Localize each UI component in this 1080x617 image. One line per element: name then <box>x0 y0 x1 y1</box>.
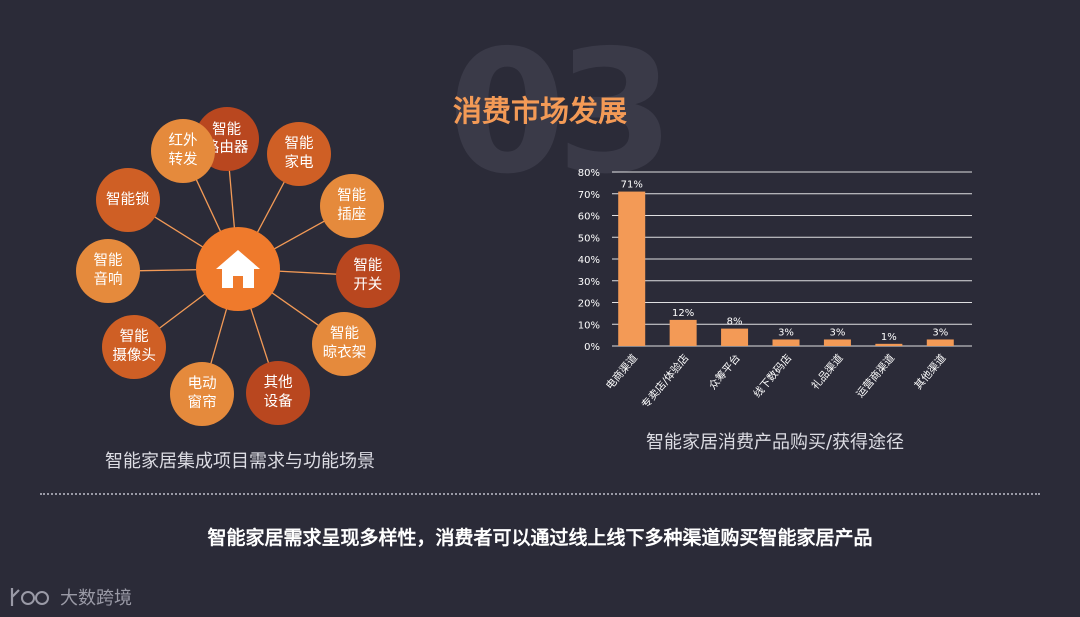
data-label: 71% <box>621 180 643 191</box>
x-tick-label: 其他渠道 <box>912 351 949 392</box>
data-label: 3% <box>778 327 794 338</box>
function-node: 电动 窗帘 <box>170 361 235 426</box>
y-tick-label: 10% <box>578 320 600 331</box>
y-tick-label: 20% <box>578 299 600 310</box>
data-label: 12% <box>672 308 694 319</box>
x-tick-label: 电商渠道 <box>603 351 640 392</box>
chart-title: 智能家居消费产品购买/获得途径 <box>645 432 905 453</box>
hub-home <box>196 227 280 311</box>
bar <box>875 343 903 346</box>
x-tick-label: 运营商渠道 <box>853 351 897 400</box>
x-tick-label: 线下数码店 <box>751 352 795 401</box>
data-label: 1% <box>881 332 897 343</box>
brand-watermark: 大数跨境 <box>8 584 132 610</box>
function-node: 其他 设备 <box>246 360 311 425</box>
y-tick-label: 80% <box>578 168 600 179</box>
y-tick-label: 50% <box>578 233 600 244</box>
data-label: 3% <box>932 327 948 338</box>
function-node: 红外 转发 <box>151 119 216 184</box>
bar <box>823 339 851 346</box>
bar-chart: 0% 10% 20% 30% 40% 50% 60% 70% 80% 71% 电商渠道 12% 专卖店/… <box>578 168 972 411</box>
y-tick-label: 30% <box>578 277 600 288</box>
page-title: 消费市场发展 <box>452 94 627 128</box>
brand-name: 大数跨境 <box>60 588 132 609</box>
bar <box>618 191 646 346</box>
y-tick-label: 60% <box>578 212 600 223</box>
function-node: 智能 插座 <box>319 173 384 238</box>
x-tick-label: 众筹平台 <box>706 352 743 393</box>
function-node: 智能锁 <box>95 168 160 233</box>
data-label: 3% <box>829 327 845 338</box>
y-tick-label: 40% <box>578 255 600 266</box>
k100-logo-icon <box>10 588 49 606</box>
function-node: 智能 音响 <box>76 239 141 304</box>
bar <box>772 339 800 346</box>
section-number-watermark: 03 <box>448 14 675 212</box>
function-node: 智能 摄像头 <box>102 315 167 380</box>
dotted-divider <box>40 493 1040 495</box>
y-tick-label: 0% <box>584 342 600 353</box>
conclusion-text: 智能家居需求呈现多样性，消费者可以通过线上线下多种渠道购买智能家居产品 <box>207 527 873 549</box>
function-node: 智能 开关 <box>335 243 400 308</box>
function-node: 智能 家电 <box>267 122 332 187</box>
x-tick-label: 专卖店/体验店 <box>639 352 692 411</box>
function-node: 智能 晾衣架 <box>312 311 377 376</box>
y-tick-label: 70% <box>578 190 600 201</box>
home-icon <box>216 250 260 288</box>
bar <box>669 319 697 346</box>
data-label: 8% <box>727 317 743 328</box>
x-tick-label: 礼品渠道 <box>809 351 846 392</box>
bar <box>926 339 954 346</box>
diagram-caption: 智能家居集成项目需求与功能场景 <box>105 451 375 472</box>
bar <box>721 328 749 346</box>
